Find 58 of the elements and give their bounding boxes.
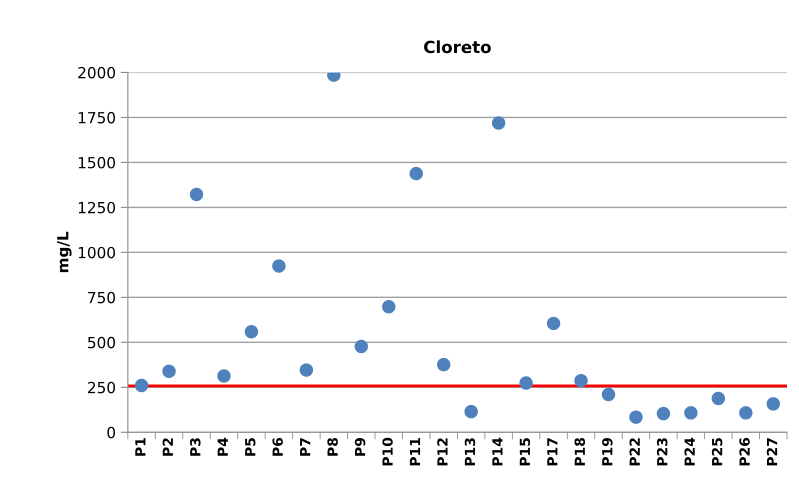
point [162, 364, 176, 378]
point [546, 316, 560, 330]
point [272, 259, 286, 273]
x-tick-label: P8 [327, 438, 338, 456]
x-tick-label: P10 [382, 438, 393, 466]
point [602, 388, 616, 402]
point [656, 406, 670, 420]
x-tick-label: P14 [492, 438, 502, 466]
x-tick-label: P15 [520, 438, 530, 466]
point [684, 406, 698, 420]
x-tick-label: P4 [218, 438, 228, 456]
point [244, 325, 258, 338]
point [766, 397, 780, 411]
point [410, 166, 423, 180]
y-tick-label: 1750 [78, 112, 116, 124]
y-tick-label: 250 [88, 382, 116, 394]
x-tick-label: P3 [190, 438, 201, 456]
y-tick-label: 0 [107, 426, 116, 438]
y-tick-label: 750 [88, 292, 116, 304]
x-tick-label: P22 [629, 438, 640, 466]
x-tick-label: P25 [712, 438, 722, 466]
point [574, 374, 588, 388]
x-tick-label: P17 [547, 438, 558, 466]
x-tick-label: P6 [272, 438, 283, 456]
point [629, 410, 643, 424]
x-tick-label: P1 [135, 438, 146, 456]
y-tick-label: 1500 [78, 156, 116, 168]
x-tick-label: P19 [602, 438, 613, 466]
point [134, 378, 148, 392]
x-tick-label: P26 [739, 438, 750, 466]
x-tick-label: P23 [656, 438, 668, 466]
point [739, 406, 753, 420]
x-tick-label: P9 [354, 438, 366, 456]
y-tick-label: 500 [88, 336, 116, 348]
x-tick-label: P7 [300, 438, 310, 456]
point [519, 376, 533, 390]
point [190, 188, 204, 202]
x-tick-label: P13 [464, 438, 476, 466]
point [436, 358, 450, 372]
point [464, 404, 478, 418]
x-tick-label: P24 [684, 438, 695, 466]
x-tick-label: P27 [766, 438, 778, 466]
y-tick-label: 2000 [78, 66, 116, 78]
point [217, 369, 231, 383]
point [712, 392, 726, 406]
chart-title: Cloreto [424, 40, 491, 54]
y-tick-label: 1250 [78, 202, 116, 214]
point [382, 300, 396, 314]
x-tick-label: P5 [245, 438, 256, 456]
point [300, 363, 314, 377]
y-axis-title: mg/L [57, 232, 72, 272]
x-tick-label: P12 [437, 438, 448, 466]
x-tick-label: P11 [410, 438, 420, 466]
x-tick-label: P18 [574, 438, 586, 466]
y-tick-label: 1000 [78, 246, 116, 258]
point [492, 116, 506, 130]
x-tick-label: P2 [162, 438, 173, 456]
point [354, 340, 368, 354]
